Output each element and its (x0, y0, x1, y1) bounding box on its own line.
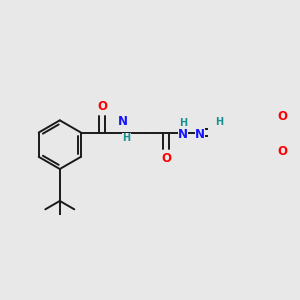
Text: N: N (118, 115, 128, 128)
Text: N: N (194, 128, 205, 140)
Text: O: O (97, 100, 107, 113)
Text: H: H (215, 117, 223, 127)
Text: H: H (179, 118, 187, 128)
Text: N: N (178, 128, 188, 140)
Text: H: H (122, 133, 130, 143)
Text: O: O (278, 145, 287, 158)
Text: O: O (278, 110, 287, 123)
Text: O: O (161, 152, 171, 165)
